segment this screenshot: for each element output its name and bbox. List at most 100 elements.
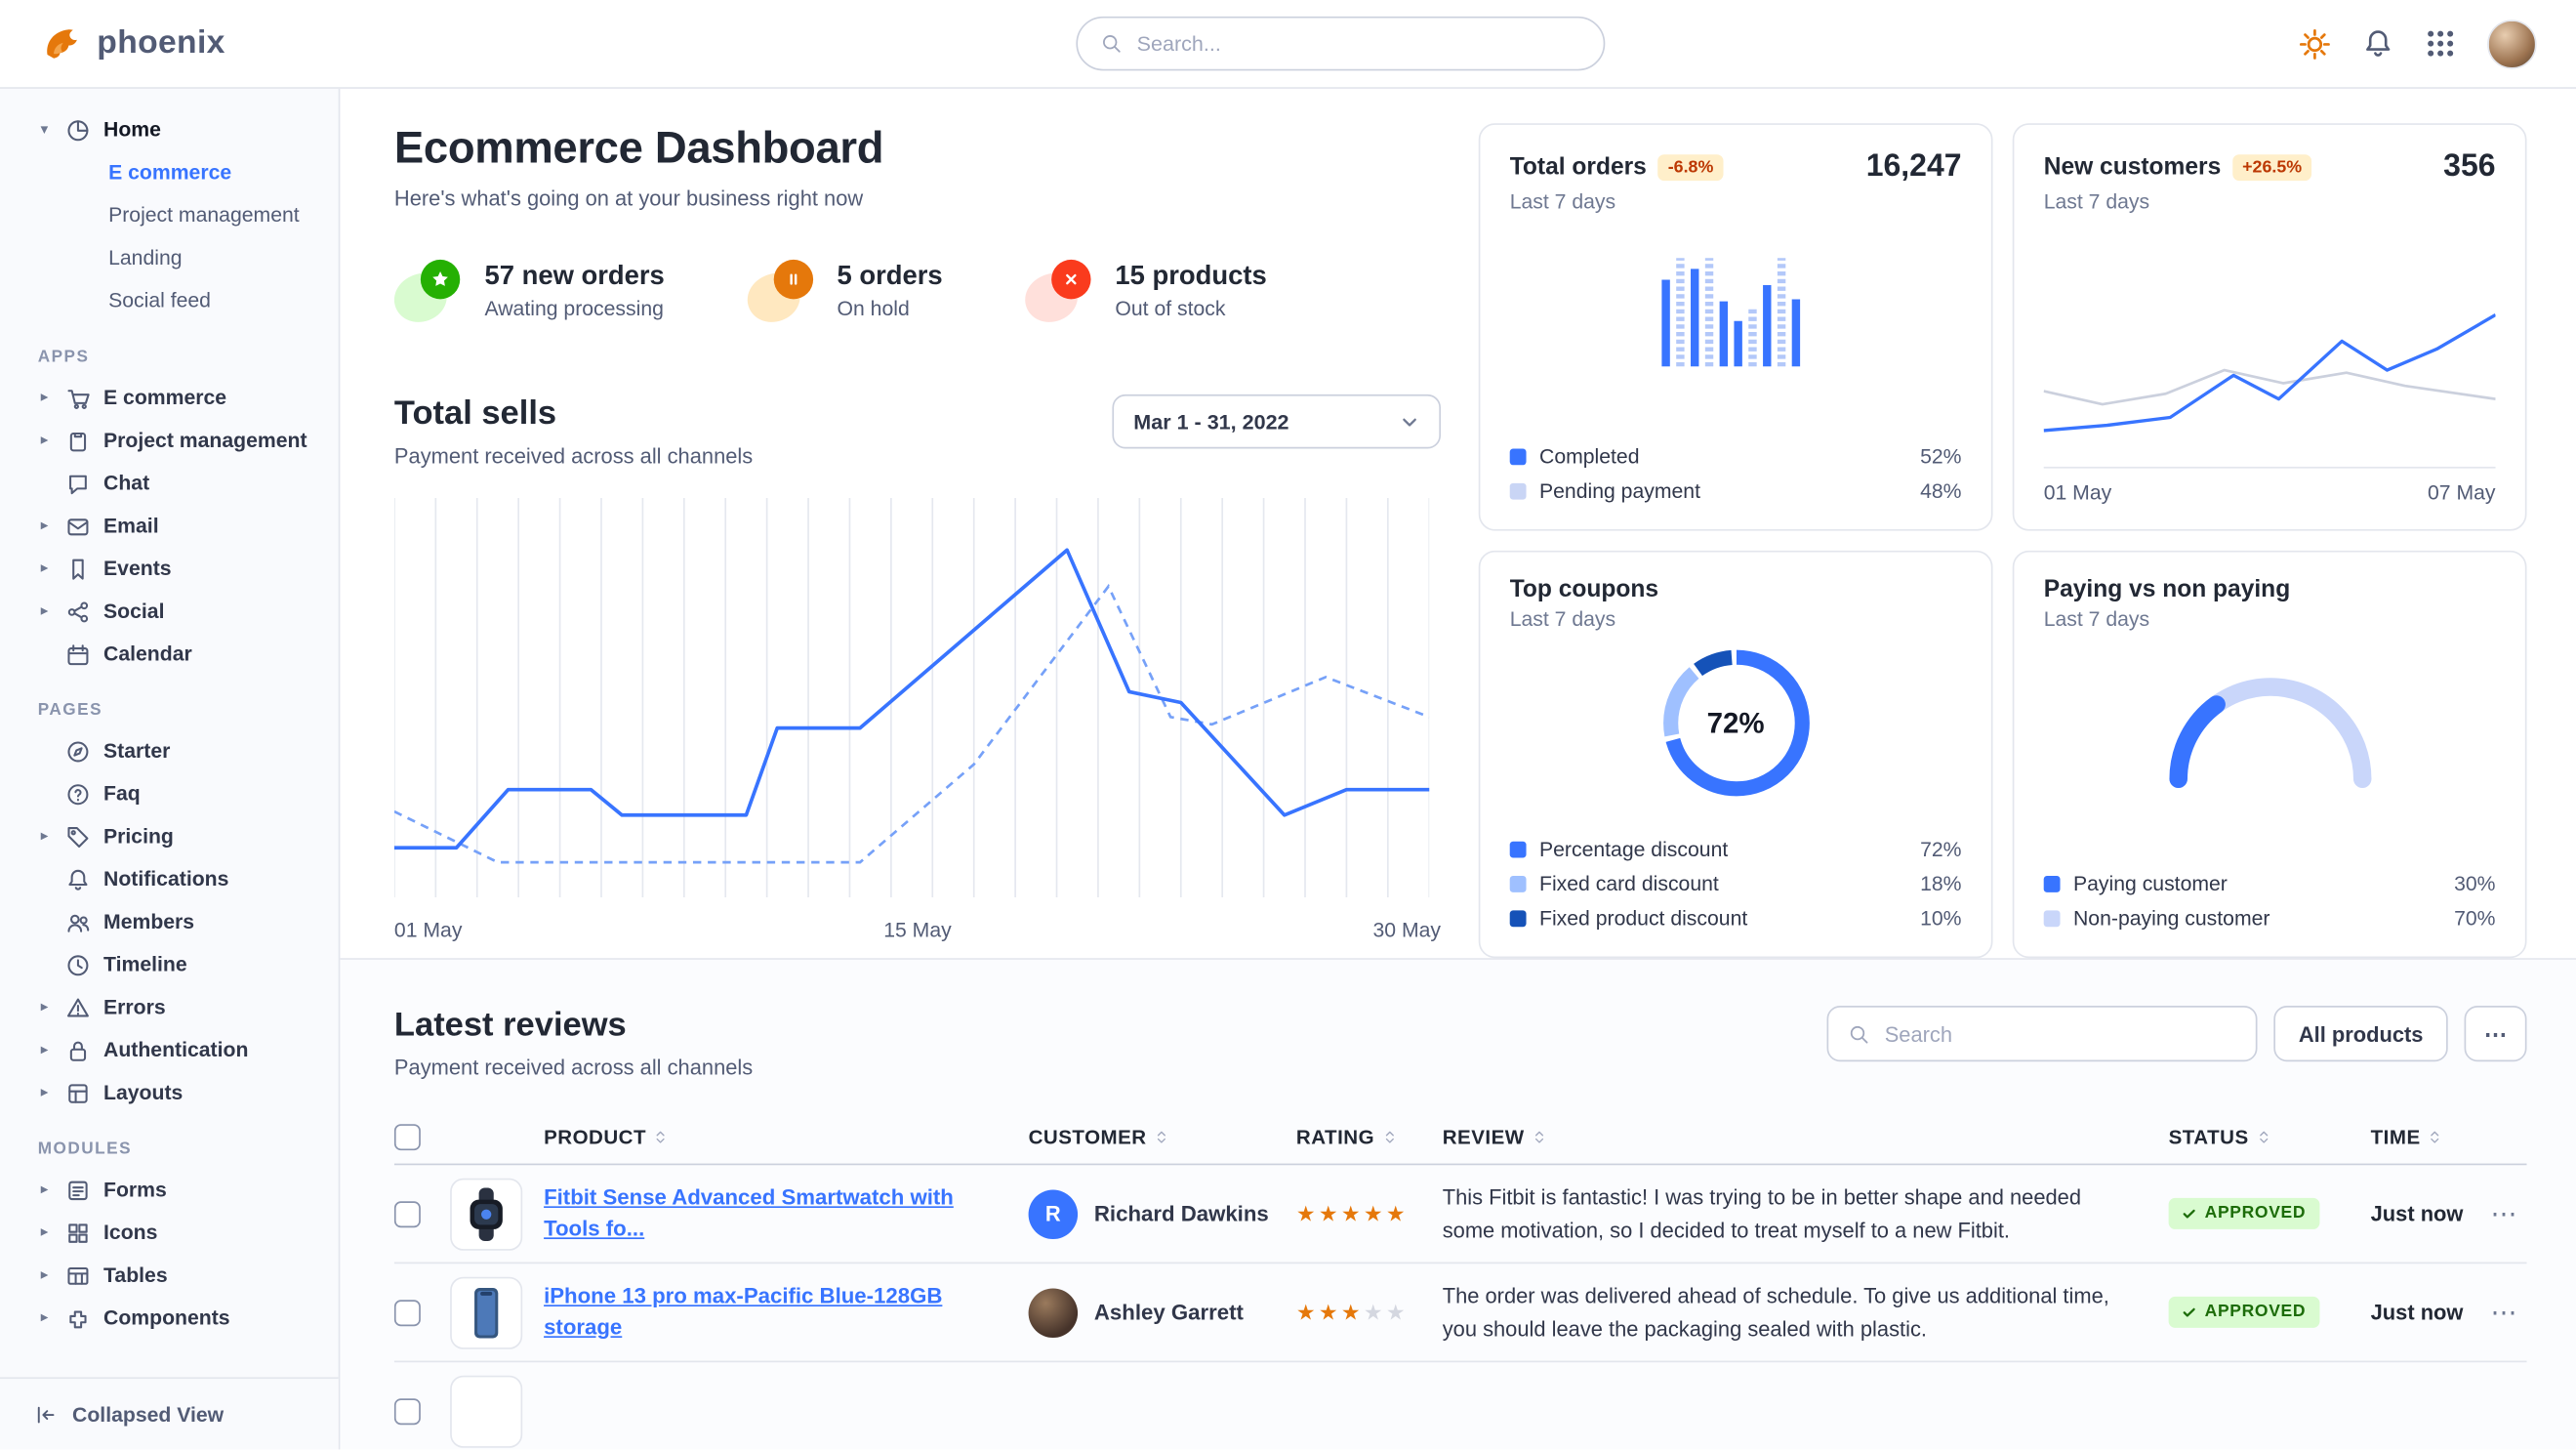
sidebar-item-tables[interactable]: ▸ Tables — [0, 1254, 339, 1297]
sidebar-item-timeline[interactable]: Timeline — [0, 943, 339, 986]
sidebar-item-social[interactable]: ▸ Social — [0, 590, 339, 633]
reviews-search-input[interactable] — [1884, 1021, 2236, 1047]
tag-icon — [65, 824, 90, 849]
select-all-checkbox[interactable] — [393, 1123, 421, 1150]
clock-icon — [65, 952, 90, 976]
status-badge: APPROVED — [2168, 1197, 2319, 1229]
legend-label: Fixed card discount — [1539, 871, 1719, 895]
caret-right-icon: ▸ — [41, 1309, 48, 1325]
global-search[interactable] — [1076, 16, 1606, 71]
review-time: Just now — [2370, 1201, 2464, 1226]
sidebar-item-e-commerce[interactable]: E commerce — [108, 160, 232, 185]
column-header-review[interactable]: REVIEW — [1443, 1125, 2169, 1148]
legend-item: Fixed card discount 18% — [1509, 869, 1962, 897]
sidebar-item-errors[interactable]: ▸ Errors — [0, 986, 339, 1029]
legend-swatch — [1509, 447, 1527, 465]
reviews-table: PRODUCT CUSTOMER RATING REVIEW — [393, 1109, 2527, 1449]
x-label: 30 May — [1372, 918, 1442, 942]
x-mark-icon — [1024, 259, 1091, 322]
notifications-bell-icon[interactable] — [2362, 28, 2393, 60]
sidebar-item-layouts[interactable]: ▸ Layouts — [0, 1071, 339, 1114]
legend-value: 10% — [1920, 906, 1962, 930]
column-label: CUSTOMER — [1028, 1125, 1147, 1148]
product-link[interactable]: Fitbit Sense Advanced Smartwatch with To… — [544, 1184, 954, 1240]
sidebar-item-label: Chat — [103, 472, 150, 495]
stat-title: 15 products — [1115, 261, 1267, 291]
all-products-button[interactable]: All products — [2273, 1006, 2448, 1062]
reviews-search[interactable] — [1826, 1006, 2258, 1062]
row-checkbox[interactable] — [393, 1200, 421, 1227]
product-thumbnail[interactable] — [450, 1374, 523, 1447]
column-header-product[interactable]: PRODUCT — [544, 1125, 1028, 1148]
sidebar-item-calendar[interactable]: Calendar — [0, 633, 339, 676]
card-value: 356 — [2443, 149, 2496, 185]
sidebar-item-pricing[interactable]: ▸ Pricing — [0, 815, 339, 858]
legend-label: Fixed product discount — [1539, 906, 1748, 930]
apps-grid-icon[interactable] — [2425, 28, 2456, 60]
collapse-sidebar-button[interactable]: Collapsed View — [0, 1377, 339, 1450]
sidebar-item-social-feed[interactable]: Social feed — [108, 289, 211, 312]
product-thumbnail[interactable] — [450, 1177, 523, 1250]
reviews-more-button[interactable]: ⋯ — [2464, 1006, 2527, 1062]
date-range-select[interactable]: Mar 1 - 31, 2022 — [1112, 394, 1442, 449]
sidebar-item-faq[interactable]: Faq — [0, 772, 339, 815]
chevron-down-icon — [1400, 412, 1419, 432]
kpi-cards: Total orders -6.8% 16,247 Last 7 days Co… — [1478, 123, 2527, 959]
legend-swatch — [1509, 909, 1527, 927]
stat-out-of-stock: 15 products Out of stock — [1024, 259, 1267, 322]
sidebar-item-chat[interactable]: Chat — [0, 462, 339, 505]
total-orders-card: Total orders -6.8% 16,247 Last 7 days Co… — [1478, 123, 1993, 531]
search-input[interactable] — [1136, 30, 1581, 57]
column-header-rating[interactable]: RATING — [1296, 1125, 1443, 1148]
sidebar-item-starter[interactable]: Starter — [0, 729, 339, 772]
row-checkbox[interactable] — [393, 1397, 421, 1425]
column-header-customer[interactable]: CUSTOMER — [1029, 1125, 1296, 1148]
column-header-status[interactable]: STATUS — [2169, 1125, 2371, 1148]
product-link[interactable]: iPhone 13 pro max-Pacific Blue-128GB sto… — [544, 1283, 943, 1339]
sidebar-item-authentication[interactable]: ▸ Authentication — [0, 1029, 339, 1072]
sidebar-item-email[interactable]: ▸ Email — [0, 505, 339, 548]
customer-cell: Ashley Garrett — [1028, 1287, 1296, 1338]
stat-new-orders: 57 new orders Awating processing — [393, 259, 665, 322]
sidebar-item-ecommerce-app[interactable]: ▸ E commerce — [0, 376, 339, 419]
user-avatar[interactable] — [2487, 19, 2537, 68]
sidebar-item-events[interactable]: ▸ Events — [0, 547, 339, 590]
row-checkbox[interactable] — [393, 1299, 421, 1326]
table-header-row: PRODUCT CUSTOMER RATING REVIEW — [393, 1109, 2527, 1166]
reviews-subtitle: Payment received across all channels — [393, 1055, 754, 1080]
product-thumbnail[interactable] — [450, 1275, 523, 1348]
top-coupons-card: Top coupons Last 7 days 72% Percentage d… — [1478, 550, 1993, 959]
check-icon — [2182, 1305, 2196, 1319]
sidebar-item-icons[interactable]: ▸ Icons — [0, 1211, 339, 1254]
card-title: Top coupons — [1509, 576, 1659, 603]
total-sells-title: Total sells — [393, 394, 557, 433]
legend-swatch — [1509, 875, 1527, 892]
star-icon — [393, 259, 461, 322]
sidebar-item-members[interactable]: Members — [0, 900, 339, 943]
sidebar-item-home[interactable]: ▾ Home — [0, 108, 339, 151]
sidebar-item-landing[interactable]: Landing — [108, 246, 183, 270]
row-actions-button[interactable]: ⋯ — [2490, 1200, 2517, 1229]
share-icon — [65, 599, 90, 623]
envelope-icon — [65, 514, 90, 538]
sidebar-item-project-management-app[interactable]: ▸ Project management — [0, 419, 339, 462]
sidebar-item-label: Members — [103, 910, 195, 933]
caret-right-icon: ▸ — [41, 1266, 48, 1282]
rating-stars: ★★★★★ — [1295, 1200, 1409, 1225]
legend-item: Paying customer 30% — [2043, 869, 2496, 897]
sidebar-item-notifications[interactable]: Notifications — [0, 858, 339, 901]
brand-logo[interactable]: phoenix — [39, 21, 225, 65]
sidebar-item-components[interactable]: ▸ Components — [0, 1297, 339, 1340]
new-customers-line-chart — [2043, 224, 2496, 454]
row-actions-button[interactable]: ⋯ — [2490, 1299, 2517, 1328]
sort-icon — [1531, 1128, 1547, 1144]
total-sells-line-chart — [392, 497, 1432, 897]
stat-title: 57 new orders — [484, 261, 665, 291]
reviews-controls: All products ⋯ — [1826, 1006, 2527, 1062]
legend-swatch — [2043, 909, 2061, 927]
legend-label: Paying customer — [2072, 871, 2228, 895]
theme-toggle-sun-icon[interactable] — [2299, 27, 2332, 61]
sidebar-item-project-management[interactable]: Project management — [108, 203, 300, 228]
column-header-time[interactable]: TIME — [2371, 1125, 2481, 1148]
sidebar-item-forms[interactable]: ▸ Forms — [0, 1169, 339, 1212]
